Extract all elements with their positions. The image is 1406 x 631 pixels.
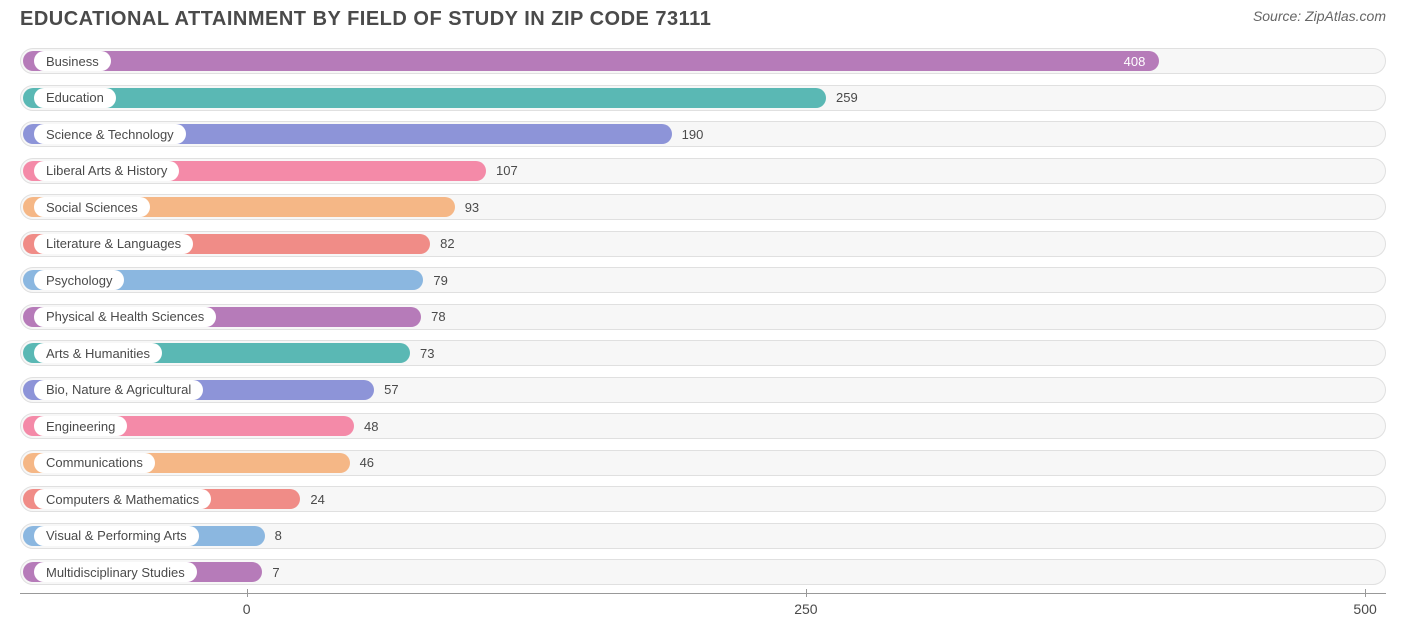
value-label: 408 [1124,51,1146,71]
bar-row: Social Sciences 93 [20,191,1386,223]
bar-row: Bio, Nature & Agricultural 57 [20,374,1386,406]
category-label: Psychology [34,270,124,290]
bar-row: Engineering 48 [20,410,1386,442]
value-label: 259 [836,88,858,108]
chart-area: Business 408 Education 259 Science & Technol… [0,45,1406,623]
category-label: Social Sciences [34,197,150,217]
category-label: Bio, Nature & Agricultural [34,380,203,400]
chart-header: EDUCATIONAL ATTAINMENT BY FIELD OF STUDY… [0,0,1406,45]
category-label: Business [34,51,111,71]
bar-row: Multidisciplinary Studies 7 [20,556,1386,588]
chart-title: EDUCATIONAL ATTAINMENT BY FIELD OF STUDY… [20,8,711,31]
axis-tick [1365,589,1366,597]
value-label: 46 [360,453,374,473]
value-label: 73 [420,343,434,363]
axis-tick-label: 0 [243,601,251,617]
value-label: 107 [496,161,518,181]
bar-row: Psychology 79 [20,264,1386,296]
bar-fill [23,88,826,108]
category-label: Engineering [34,416,127,436]
category-label: Education [34,88,116,108]
category-label: Multidisciplinary Studies [34,562,197,582]
bars-container: Business 408 Education 259 Science & Technol… [20,45,1386,588]
category-label: Computers & Mathematics [34,489,211,509]
bar-row: Science & Technology 190 [20,118,1386,150]
value-label: 57 [384,380,398,400]
bar-row: Education 259 [20,82,1386,114]
bar-row: Communications 46 [20,447,1386,479]
category-label: Visual & Performing Arts [34,526,199,546]
axis-line [20,593,1386,594]
bar-row: Liberal Arts & History 107 [20,155,1386,187]
bar-row: Business 408 [20,45,1386,77]
value-label: 8 [275,526,282,546]
bar-fill [23,51,1159,71]
bar-row: Arts & Humanities 73 [20,337,1386,369]
axis-tick-label: 500 [1353,601,1376,617]
value-label: 48 [364,416,378,436]
category-label: Physical & Health Sciences [34,307,216,327]
category-label: Communications [34,453,155,473]
category-label: Science & Technology [34,124,186,144]
category-label: Literature & Languages [34,234,193,254]
bar-row: Literature & Languages 82 [20,228,1386,260]
value-label: 82 [440,234,454,254]
value-label: 7 [272,562,279,582]
category-label: Liberal Arts & History [34,161,179,181]
value-label: 93 [465,197,479,217]
value-label: 24 [310,489,324,509]
x-axis: 0 250 500 [20,593,1386,623]
value-label: 79 [433,270,447,290]
value-label: 78 [431,307,445,327]
category-label: Arts & Humanities [34,343,162,363]
chart-source: Source: ZipAtlas.com [1253,8,1386,24]
bar-row: Visual & Performing Arts 8 [20,520,1386,552]
bar-row: Computers & Mathematics 24 [20,483,1386,515]
axis-tick [247,589,248,597]
bar-row: Physical & Health Sciences 78 [20,301,1386,333]
value-label: 190 [682,124,704,144]
axis-tick [806,589,807,597]
axis-tick-label: 250 [794,601,817,617]
